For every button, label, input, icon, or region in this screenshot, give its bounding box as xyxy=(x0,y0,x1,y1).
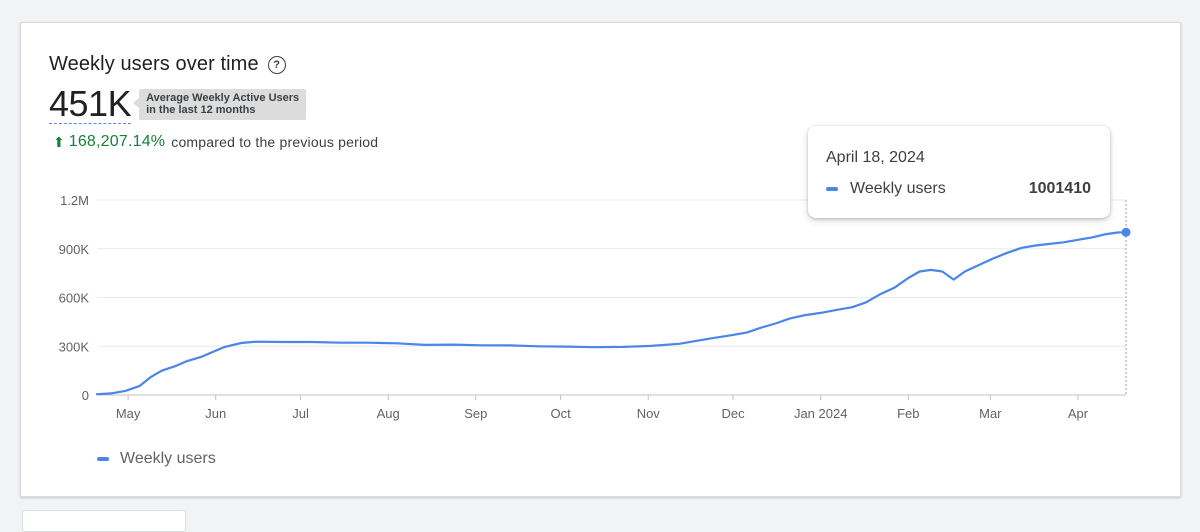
chart-legend[interactable]: Weekly users xyxy=(97,450,216,468)
legend-swatch xyxy=(97,457,109,461)
y-tick-label: 1.2M xyxy=(60,193,89,208)
y-tick-label: 600K xyxy=(59,291,90,306)
help-circle-icon[interactable]: ? xyxy=(267,55,286,74)
x-tick-label: Sep xyxy=(464,406,487,421)
x-tick-label: Jan 2024 xyxy=(794,406,848,421)
change-caption: compared to the previous period xyxy=(171,134,379,150)
metric-tooltip-line-2: in the last 12 months xyxy=(146,104,256,116)
x-tick-label: Jun xyxy=(205,406,226,421)
x-tick-label: May xyxy=(116,406,141,421)
x-tick-label: Jul xyxy=(292,406,309,421)
y-tick-label: 0 xyxy=(82,388,89,403)
y-tick-label: 300K xyxy=(59,339,90,354)
x-tick-label: Dec xyxy=(721,406,745,421)
y-tick-label: 900K xyxy=(59,242,90,257)
tooltip-date: April 18, 2024 xyxy=(826,149,925,166)
card-header: Weekly users over time ? xyxy=(49,53,286,76)
change-value: 168,207.14% xyxy=(68,133,166,150)
weekly-users-line-chart[interactable]: 0 300K 600K 900K 1.2M May Jun Jul Aug Sep Oct Nov De… xyxy=(21,23,1180,443)
tooltip-series-swatch xyxy=(826,187,838,191)
x-tick-label: Nov xyxy=(637,406,661,421)
metric-tooltip: Average Weekly Active Users in the last … xyxy=(133,89,307,120)
card-title: Weekly users over time xyxy=(49,53,259,75)
tooltip-series-name: Weekly users xyxy=(850,180,946,197)
x-tick-label: Mar xyxy=(979,406,1002,421)
metric-tooltip-line-1: Average Weekly Active Users xyxy=(146,92,300,104)
highlighted-point xyxy=(1121,227,1131,237)
x-tick-label: Apr xyxy=(1068,406,1089,421)
metric-value[interactable]: 451K xyxy=(49,83,132,124)
metric-row: 451K Average Weekly Active Users in the … xyxy=(49,83,307,124)
series-line-weekly-users xyxy=(95,231,1128,396)
change-row: ⬆ 168,207.14% compared to the previous p… xyxy=(53,133,378,151)
next-card-edge xyxy=(22,510,186,532)
legend-label: Weekly users xyxy=(120,450,216,467)
arrow-up-icon: ⬆ xyxy=(53,133,65,150)
tooltip-series-value: 1001410 xyxy=(1028,180,1091,197)
x-tick-label: Feb xyxy=(897,406,919,421)
chart-hover-tooltip: April 18, 2024 Weekly users 1001410 xyxy=(808,126,1110,218)
weekly-users-card: Weekly users over time ? 451K Average We… xyxy=(20,22,1181,497)
x-tick-label: Oct xyxy=(550,406,571,421)
x-tick-label: Aug xyxy=(377,406,400,421)
